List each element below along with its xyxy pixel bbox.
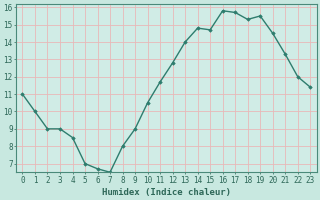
X-axis label: Humidex (Indice chaleur): Humidex (Indice chaleur) — [102, 188, 231, 197]
